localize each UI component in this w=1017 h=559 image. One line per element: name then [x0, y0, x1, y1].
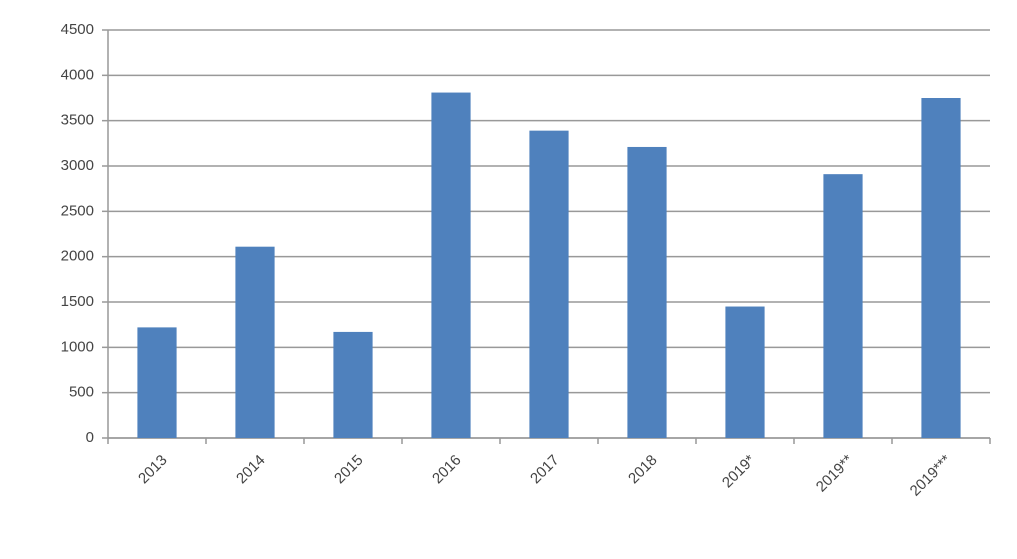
bar — [431, 92, 471, 438]
x-tick-label: 2017 — [527, 452, 563, 488]
bar — [921, 98, 961, 438]
bar — [333, 331, 373, 438]
x-tick-label: 2015 — [331, 452, 367, 488]
x-tick-label: 2019*** — [907, 452, 955, 500]
y-tick-label: 500 — [69, 384, 94, 401]
y-tick-label: 1000 — [61, 338, 94, 355]
bar — [725, 306, 765, 438]
x-tick-label: 2016 — [429, 452, 465, 488]
y-tick-label: 4000 — [61, 66, 94, 83]
x-tick-label: 2018 — [625, 452, 661, 488]
y-tick-label: 2500 — [61, 202, 94, 219]
bar — [627, 146, 667, 438]
x-tick-label: 2019** — [813, 452, 857, 496]
y-tick-label: 3000 — [61, 157, 94, 174]
y-tick-label: 1500 — [61, 293, 94, 310]
bar — [235, 246, 275, 438]
bar — [137, 327, 177, 438]
bar — [529, 130, 569, 438]
bar — [823, 174, 863, 438]
x-tick-label: 2014 — [233, 452, 269, 488]
y-tick-label: 3500 — [61, 112, 94, 129]
x-tick-label: 2013 — [135, 452, 171, 488]
y-tick-label: 2000 — [61, 248, 94, 265]
y-tick-label: 4500 — [61, 21, 94, 38]
y-tick-label: 0 — [86, 429, 94, 446]
x-tick-label: 2019* — [719, 452, 759, 492]
